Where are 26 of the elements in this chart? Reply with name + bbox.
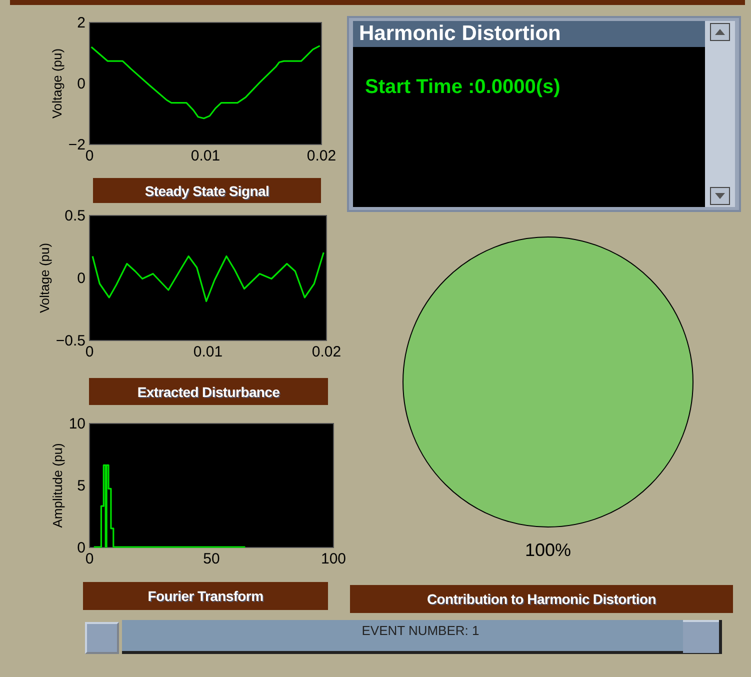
y-axis-title: Amplitude (pu) [50,443,65,528]
data-label: 100% [524,540,572,560]
x-tick-label: 0.02 [306,148,336,164]
x-tick-label: 0.01 [190,148,220,164]
y-tick-label: 0 [77,540,86,556]
y-tick-label: −0.5 [56,332,86,350]
text: Contribution to Harmonic Distortion [350,585,733,613]
text: Extracted Disturbance [89,378,328,405]
x-tick-label: 50 [203,550,220,568]
y-tick-label: 2 [77,14,86,32]
y-tick-label: −2 [68,136,86,154]
text: Steady State Signal [93,178,321,203]
x-tick-label: 0.02 [312,344,342,360]
x-tick-label: 0.01 [193,344,223,360]
text: Fourier Transform [83,582,328,610]
y-tick-label: 10 [68,416,86,432]
text: Start Time :0.0000(s) [365,76,560,99]
y-tick-label: 5 [77,478,86,494]
y-axis-title: Voltage (pu) [49,48,64,119]
y-tick-label: 0.5 [64,208,86,224]
y-tick-label: 0 [77,270,86,287]
text: Harmonic Distortion [353,21,705,47]
y-axis-title: Voltage (pu) [36,242,52,314]
y-tick-label: 0 [77,76,86,92]
text: EVENT NUMBER: 1 [360,623,480,638]
x-tick-label: 100 [320,550,346,568]
